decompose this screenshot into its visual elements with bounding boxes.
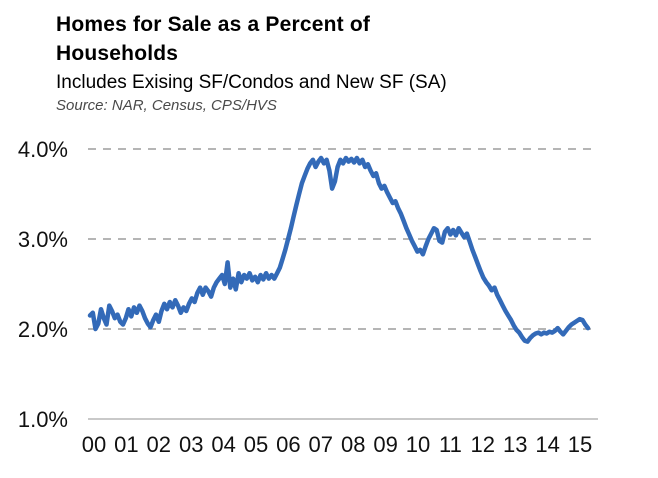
y-axis-tick-labels: 4.0% 3.0% 2.0% 1.0% <box>18 137 68 432</box>
x-axis-tick-labels: 00 01 02 03 04 05 06 07 08 09 10 11 12 13 14 15 <box>82 432 592 457</box>
x-tick-label: 02 <box>147 432 171 457</box>
chart-source: Source: NAR, Census, CPS/HVS <box>56 97 277 114</box>
x-tick-label: 12 <box>471 432 495 457</box>
chart-title-line2: Households <box>56 42 179 65</box>
x-tick-label: 06 <box>276 432 300 457</box>
x-tick-label: 10 <box>406 432 430 457</box>
series-line-homes-for-sale <box>87 155 591 344</box>
chart-header: Homes for Sale as a Percent of Household… <box>56 10 447 114</box>
x-tick-label: 14 <box>535 432 559 457</box>
x-tick-label: 13 <box>503 432 527 457</box>
x-tick-label: 08 <box>341 432 365 457</box>
chart-subtitle: Includes Exising SF/Condos and New SF (S… <box>56 72 447 93</box>
y-tick-label: 4.0% <box>18 137 68 162</box>
y-tick-label: 1.0% <box>18 407 68 432</box>
x-tick-label: 00 <box>82 432 106 457</box>
chart-title-line1: Homes for Sale as a Percent of <box>56 13 371 36</box>
x-tick-label: 01 <box>114 432 138 457</box>
x-tick-label: 03 <box>179 432 203 457</box>
chart-title: Homes for Sale as a Percent of Household… <box>56 10 447 68</box>
x-tick-label: 11 <box>439 432 462 457</box>
x-tick-label: 09 <box>373 432 397 457</box>
x-tick-label: 05 <box>244 432 268 457</box>
y-tick-label: 2.0% <box>18 317 68 342</box>
x-tick-label: 07 <box>309 432 333 457</box>
x-tick-label: 15 <box>568 432 592 457</box>
x-tick-label: 04 <box>211 432 235 457</box>
y-tick-label: 3.0% <box>18 227 68 252</box>
gridlines <box>88 148 598 420</box>
